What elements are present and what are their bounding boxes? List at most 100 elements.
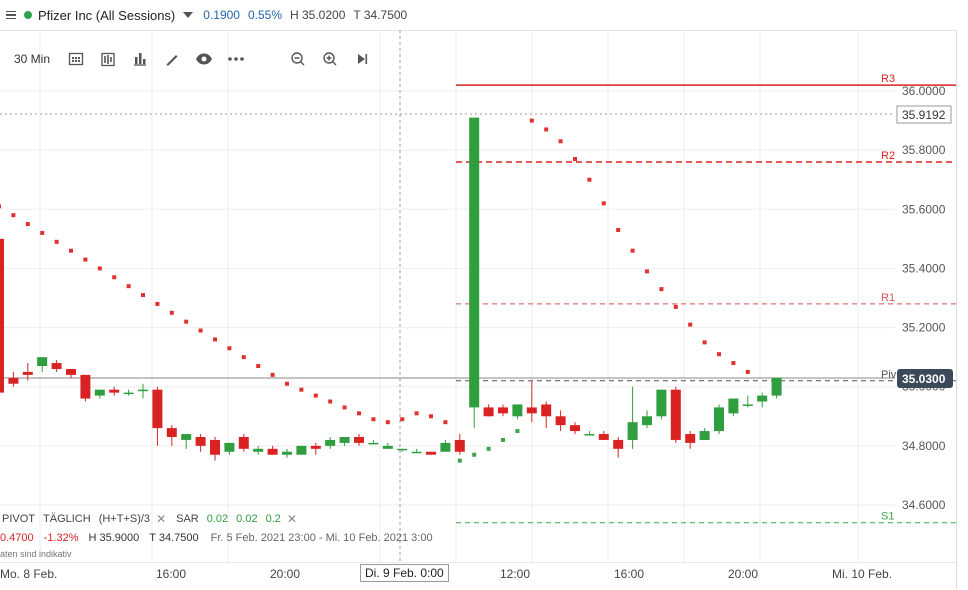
info-range: Fr. 5 Feb. 2021 23:00 - Mi. 10 Feb. 2021… (210, 532, 433, 544)
sar-dot (731, 361, 736, 366)
candle-body (656, 389, 667, 417)
info-change-pct: -1.32% (43, 532, 79, 544)
timeframe-selector[interactable]: 30 Min (14, 52, 51, 66)
pivot-label[interactable]: PIVOT (2, 513, 36, 525)
pivot-label-s1: S1 (881, 511, 894, 523)
bar-type-icon[interactable] (97, 48, 119, 70)
skip-end-icon[interactable] (351, 48, 373, 70)
price-tick-label: 36.0000 (902, 84, 946, 98)
candle-body (138, 389, 148, 392)
candle-body (354, 436, 364, 443)
sar-dot (659, 287, 664, 292)
price-chart[interactable]: R3 R2 R1 Piv S1 36.0000 35.8000 35.6000 35.4000 3… (0, 30, 956, 562)
info-bar: 0.4700 -1.32% H 35.9000 T 34.7500 Fr. 5 … (0, 532, 433, 544)
sar-dot (702, 340, 707, 345)
time-tick-label: Mo. 8 Feb. (0, 567, 58, 581)
close-pivot-icon[interactable]: ✕ (156, 512, 167, 526)
sar-dot (241, 355, 246, 360)
price-tick-label: 35.2000 (902, 321, 946, 335)
sar-dot (385, 420, 390, 425)
more-icon[interactable] (225, 48, 247, 70)
candle-body (728, 398, 739, 414)
time-tick-label: Mi. 10 Feb. (832, 567, 893, 581)
sar-dot (414, 411, 419, 416)
candle-body (526, 407, 537, 414)
crosshair-price-box (896, 105, 952, 124)
sar-dot (400, 417, 405, 422)
zoom-out-icon[interactable] (287, 48, 309, 70)
instrument-title[interactable]: Pfizer Inc (All Sessions) (38, 7, 176, 23)
chevron-down-icon[interactable] (183, 12, 194, 18)
draw-icon[interactable] (161, 48, 183, 70)
candle-body (642, 416, 652, 426)
info-high: H 35.9000 (88, 532, 140, 544)
price-tick-label: 35.4000 (902, 261, 946, 275)
header-change: 0.1900 (203, 8, 240, 22)
eye-icon[interactable] (193, 48, 215, 70)
sar-dot (0, 204, 1, 209)
time-axis[interactable]: Mo. 8 Feb. 16:00 20:00 12:00 16:00 20:00 Mi. 1… (0, 562, 968, 590)
time-tick-label: 16:00 (156, 567, 187, 581)
sar-dot (558, 139, 563, 144)
info-low: T 34.7500 (149, 532, 199, 544)
side-panel[interactable] (956, 30, 968, 589)
candle-body (771, 377, 782, 396)
calendar-icon[interactable] (65, 48, 87, 70)
sar-dot (472, 452, 477, 457)
indicative-note: aten sind indikativ (0, 549, 72, 559)
sar-dot (645, 269, 649, 274)
candle-body (66, 368, 76, 375)
price-tick-label: 35.8000 (902, 143, 946, 157)
indicators-icon[interactable] (129, 48, 151, 70)
header-low: T 34.7500 (353, 8, 408, 22)
zoom-in-icon[interactable] (319, 48, 341, 70)
close-sar-icon[interactable]: ✕ (286, 512, 297, 526)
current-price-label: 35.0300 (902, 372, 946, 386)
pivot-label-r1: R1 (881, 292, 895, 304)
sar-dot (486, 446, 491, 451)
sar-dot (587, 177, 592, 182)
header-change-pct: 0.55% (247, 8, 282, 22)
candle-body (238, 436, 249, 449)
candle-body (282, 451, 292, 455)
candle-body (757, 395, 768, 402)
sar-param-2: 0.02 (236, 513, 258, 525)
candle-body (627, 422, 638, 440)
price-tick-label: 34.8000 (902, 439, 946, 453)
candle-body (541, 404, 552, 417)
candle-body (685, 434, 696, 443)
candle-body (181, 434, 192, 440)
candle-body (267, 448, 278, 455)
sar-dot (371, 417, 376, 422)
sar-dot (429, 414, 433, 419)
status-dot-icon (24, 11, 32, 19)
sar-dot (126, 284, 131, 289)
sar-dot (213, 337, 217, 342)
sar-label[interactable]: SAR (176, 513, 199, 525)
candle-body (109, 389, 120, 393)
candle-body (397, 448, 408, 451)
sar-dot (328, 399, 333, 404)
sar-dot (169, 310, 174, 315)
sar-dot (270, 372, 275, 377)
candle-body (498, 407, 508, 414)
time-tick-label: 12:00 (500, 567, 531, 581)
sar-dot (601, 201, 606, 206)
candle-body (613, 439, 624, 449)
candle-body (699, 431, 710, 440)
crosshair-price-label: 35.9192 (902, 108, 946, 122)
menu-icon[interactable] (6, 9, 16, 22)
pivot-mode: TÄGLICH (43, 513, 91, 525)
price-tick-label: 35.6000 (902, 202, 946, 216)
candle-body (152, 389, 163, 429)
candle-body (224, 442, 235, 452)
candle-body (584, 434, 595, 436)
candle-body (210, 439, 220, 455)
candle-body (714, 407, 724, 432)
pivot-label-r2: R2 (881, 150, 895, 162)
sar-dot (630, 248, 635, 253)
candle-body (80, 374, 91, 399)
candle-body (512, 404, 523, 417)
sar-dot (54, 239, 59, 244)
sar-dot (112, 275, 117, 280)
